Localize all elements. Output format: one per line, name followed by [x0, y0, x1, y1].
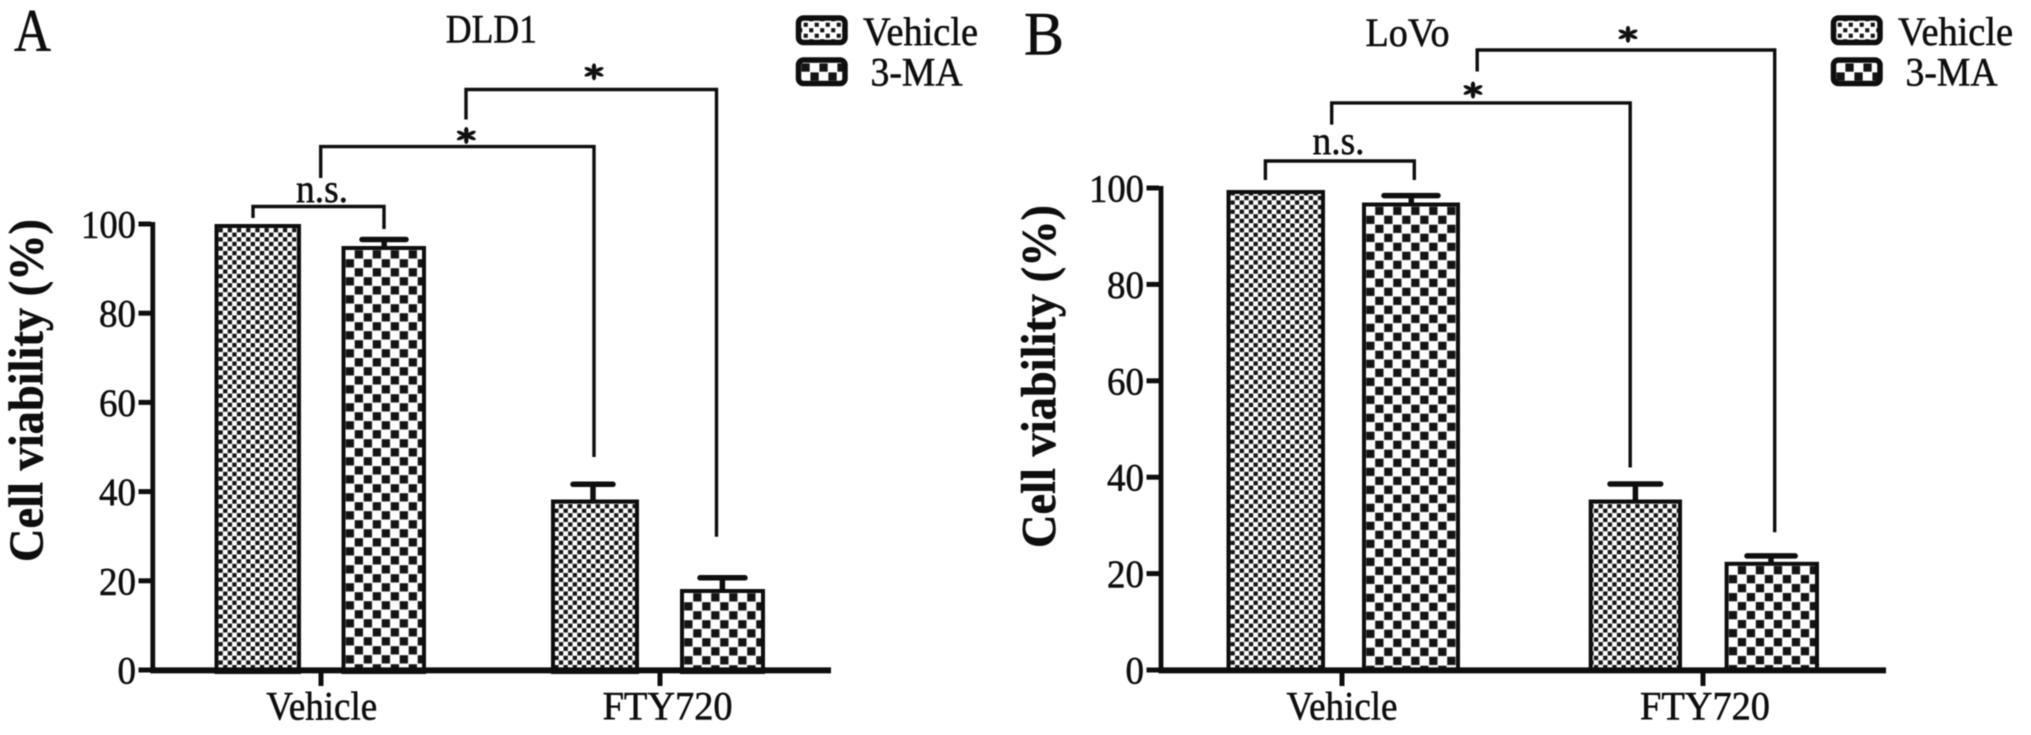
svg-text:100: 100	[81, 204, 136, 247]
svg-text:Cell viability (%): Cell viability (%)	[1011, 205, 1066, 548]
svg-text:60: 60	[99, 382, 136, 425]
svg-text:A: A	[14, 0, 51, 64]
svg-text:Cell viability (%): Cell viability (%)	[0, 219, 54, 562]
svg-text:n.s.: n.s.	[296, 166, 348, 211]
svg-text:20: 20	[99, 560, 136, 603]
svg-text:Vehicle: Vehicle	[1898, 9, 2013, 54]
svg-text:FTY720: FTY720	[1640, 683, 1770, 728]
svg-text:Vehicle: Vehicle	[863, 9, 978, 54]
svg-text:Vehicle: Vehicle	[1287, 683, 1398, 728]
svg-text:0: 0	[1126, 650, 1145, 693]
svg-text:40: 40	[99, 471, 136, 514]
svg-text:B: B	[1024, 2, 1064, 69]
svg-text:0: 0	[118, 650, 137, 693]
svg-text:FTY720: FTY720	[603, 683, 733, 728]
svg-text:60: 60	[1107, 360, 1144, 403]
svg-text:100: 100	[1089, 168, 1144, 211]
svg-text:3-MA: 3-MA	[871, 50, 963, 95]
svg-text:80: 80	[99, 293, 136, 336]
svg-text:3-MA: 3-MA	[1906, 50, 1998, 95]
svg-text:n.s.: n.s.	[1313, 118, 1365, 163]
svg-text:80: 80	[1107, 264, 1144, 307]
svg-text:LoVo: LoVo	[1366, 10, 1450, 55]
svg-text:40: 40	[1107, 457, 1144, 500]
svg-text:20: 20	[1107, 553, 1144, 596]
svg-text:DLD1: DLD1	[446, 7, 537, 52]
svg-text:Vehicle: Vehicle	[266, 683, 377, 728]
